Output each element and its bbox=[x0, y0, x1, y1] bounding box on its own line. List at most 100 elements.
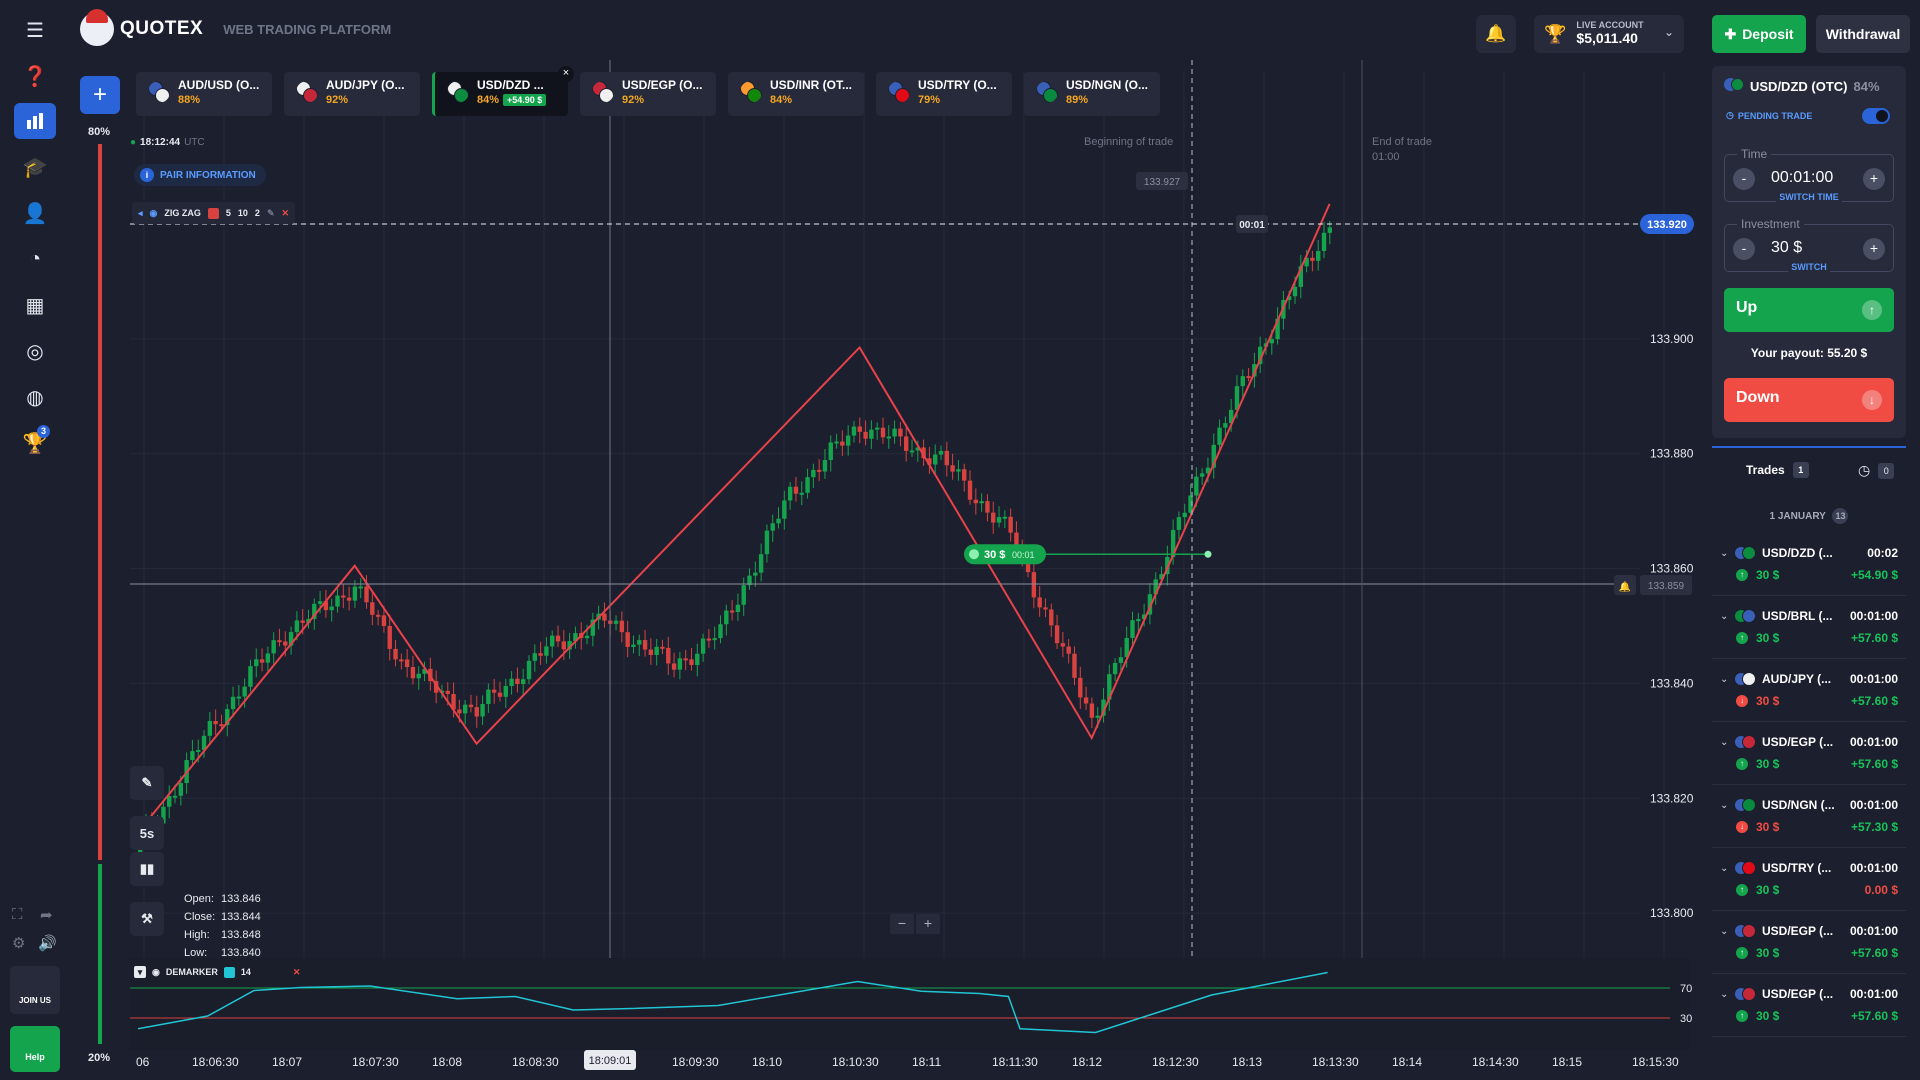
demarker-indicator-bar: ▾ ◉ DEMARKER 14 ✕ bbox=[134, 966, 300, 978]
candle bbox=[1234, 386, 1240, 410]
indicator-color-swatch[interactable] bbox=[207, 207, 219, 219]
eye-icon[interactable]: ◉ bbox=[149, 207, 158, 218]
time-plus-button[interactable]: + bbox=[1863, 168, 1885, 190]
candle bbox=[219, 724, 224, 727]
profile-icon[interactable]: 👤 bbox=[22, 202, 48, 225]
share-icon[interactable]: ➦ bbox=[40, 907, 53, 924]
asset-tab[interactable]: AUD/JPY (O... 92% bbox=[284, 72, 420, 116]
market-icon[interactable]: ▦ bbox=[25, 294, 45, 317]
chevron-down-icon[interactable]: ⌄ bbox=[1720, 548, 1729, 559]
close-icon[interactable]: ✕ bbox=[292, 966, 301, 977]
menu-icon[interactable]: ☰ bbox=[26, 19, 44, 42]
timeframe-button[interactable]: 5s bbox=[130, 816, 164, 850]
pair-information-button[interactable]: i PAIR INFORMATION bbox=[134, 164, 266, 186]
notifications-bell-icon[interactable]: 🔔 bbox=[1476, 15, 1516, 53]
asset-tab[interactable]: USD/EGP (O... 92% bbox=[580, 72, 716, 116]
investment-field[interactable]: Investment - 30 $ + bbox=[1724, 217, 1894, 272]
candle bbox=[637, 640, 642, 645]
candle bbox=[335, 595, 340, 607]
deposit-button[interactable]: ✚ Deposit bbox=[1712, 15, 1806, 53]
time-minus-button[interactable]: - bbox=[1733, 168, 1755, 190]
zoom-in-button[interactable]: + bbox=[916, 914, 940, 934]
trade-row[interactable]: ⌄ USD/BRL (... 00:01:00 ↑ 30 $ +57.60 $ bbox=[1712, 601, 1906, 659]
add-asset-button[interactable]: + bbox=[80, 76, 120, 114]
history-tab[interactable]: ◷ 0 bbox=[1858, 462, 1895, 479]
collapse-icon[interactable]: ◂ bbox=[138, 207, 143, 218]
candle bbox=[190, 751, 195, 761]
chevron-down-icon[interactable]: ⌄ bbox=[1720, 863, 1729, 874]
trades-tab[interactable]: Trades 1 bbox=[1746, 462, 1809, 478]
chevron-down-icon[interactable]: ⌄ bbox=[1720, 674, 1729, 685]
down-button[interactable]: Down ↓ bbox=[1724, 378, 1894, 422]
chevron-down-icon[interactable]: ⌄ bbox=[1720, 989, 1729, 1000]
join-us-button[interactable]: JOIN US bbox=[10, 966, 60, 1014]
candle bbox=[1205, 467, 1211, 474]
analytics-icon[interactable]: ◔ bbox=[28, 247, 42, 270]
asset-tab[interactable]: USD/NGN (O... 89% bbox=[1024, 72, 1160, 116]
chart-type-icon[interactable]: ▮▮ bbox=[130, 852, 164, 886]
trade-row[interactable]: ⌄ AUD/JPY (... 00:01:00 ↓ 30 $ +57.60 $ bbox=[1712, 664, 1906, 722]
education-icon[interactable]: 🎓 bbox=[22, 156, 48, 179]
switch-link[interactable]: SWITCH bbox=[1712, 262, 1906, 272]
asset-tab[interactable]: AUD/USD (O... 88% bbox=[136, 72, 272, 116]
trades-date: 1 JANUARY 13 bbox=[1712, 508, 1906, 524]
trade-row[interactable]: ⌄ USD/EGP (... 00:01:00 ↑ 30 $ +57.60 $ bbox=[1712, 916, 1906, 974]
eye-icon[interactable]: ◉ bbox=[152, 966, 160, 977]
candle bbox=[683, 658, 688, 661]
investment-minus-button[interactable]: - bbox=[1733, 238, 1755, 260]
brand: QUOTEX WEB TRADING PLATFORM bbox=[80, 9, 391, 46]
withdrawal-button[interactable]: Withdrawal bbox=[1816, 15, 1910, 53]
x-tick-label: 18:10 bbox=[752, 1055, 782, 1069]
asset-name: USD/INR (OT... bbox=[770, 78, 853, 92]
trade-row[interactable]: ⌄ USD/NGN (... 00:01:00 ↓ 30 $ +57.30 $ bbox=[1712, 790, 1906, 848]
asset-tab[interactable]: USD/INR (OT... 84% bbox=[728, 72, 864, 116]
asset-tab[interactable]: USD/TRY (O... 79% bbox=[876, 72, 1012, 116]
candle bbox=[491, 689, 497, 693]
up-button[interactable]: Up ↑ bbox=[1724, 288, 1894, 332]
asset-tab[interactable]: USD/DZD ... 84% +54.90 $ × bbox=[432, 66, 574, 116]
close-icon[interactable]: ✕ bbox=[281, 207, 290, 218]
trades-date-label: 1 JANUARY bbox=[1769, 511, 1826, 522]
draw-pencil-icon[interactable]: ✎ bbox=[130, 766, 164, 800]
trade-row[interactable]: ⌄ USD/DZD (... 00:02 ↑ 30 $ +54.90 $ bbox=[1712, 538, 1906, 596]
zoom-out-button[interactable]: − bbox=[890, 914, 914, 934]
collapse-icon[interactable]: ▾ bbox=[134, 966, 146, 978]
account-selector[interactable]: 🏆 LIVE ACCOUNT $5,011.40 ⌄ bbox=[1534, 15, 1684, 53]
candle bbox=[1176, 517, 1182, 530]
chevron-down-icon[interactable]: ⌄ bbox=[1720, 737, 1729, 748]
chevron-down-icon[interactable]: ⌄ bbox=[1720, 800, 1729, 811]
edit-icon[interactable]: ✎ bbox=[266, 207, 275, 218]
trade-result: 0.00 $ bbox=[1864, 883, 1898, 897]
payout-text: Your payout: 55.20 $ bbox=[1750, 346, 1868, 360]
chevron-down-icon[interactable]: ⌄ bbox=[1720, 926, 1729, 937]
sound-icon[interactable]: 🔊 bbox=[38, 935, 57, 952]
order-asset[interactable]: USD/DZD (OTC) 84% bbox=[1724, 78, 1880, 94]
demarker-color-swatch[interactable] bbox=[223, 966, 235, 978]
candle bbox=[689, 659, 694, 665]
flag-icon bbox=[1724, 78, 1744, 94]
switch-time-link[interactable]: SWITCH TIME bbox=[1712, 192, 1906, 202]
investment-plus-button[interactable]: + bbox=[1863, 238, 1885, 260]
fullscreen-icon[interactable]: ⛶ bbox=[12, 906, 23, 923]
indicators-icon[interactable]: ⚒ bbox=[130, 902, 164, 936]
settings-icon[interactable]: ⚙ bbox=[12, 935, 26, 952]
help-button[interactable]: Help bbox=[10, 1026, 60, 1072]
timeframe-label: 5s bbox=[139, 825, 155, 841]
close-tab-icon[interactable]: × bbox=[558, 66, 574, 82]
help-chat-icon[interactable]: ❓ bbox=[22, 65, 48, 88]
signals-icon[interactable]: ◎ bbox=[26, 340, 44, 363]
chart-icon[interactable] bbox=[14, 103, 56, 139]
tournament-icon[interactable]: 🏆 3 bbox=[14, 425, 56, 461]
candle bbox=[480, 703, 485, 717]
coins-icon[interactable]: ◍ bbox=[26, 386, 44, 409]
pending-trade-toggle[interactable] bbox=[1862, 108, 1890, 124]
flag-icon bbox=[1734, 609, 1756, 625]
trade-row[interactable]: ⌄ USD/TRY (... 00:01:00 ↑ 30 $ 0.00 $ bbox=[1712, 853, 1906, 911]
candle bbox=[474, 707, 479, 717]
candle bbox=[1292, 286, 1298, 297]
trade-row[interactable]: ⌄ USD/EGP (... 00:01:00 ↑ 30 $ +57.60 $ bbox=[1712, 727, 1906, 785]
trade-row[interactable]: ⌄ USD/EGP (... 00:01:00 ↑ 30 $ +57.60 $ bbox=[1712, 979, 1906, 1037]
candle bbox=[300, 620, 305, 623]
chevron-down-icon[interactable]: ⌄ bbox=[1720, 611, 1729, 622]
